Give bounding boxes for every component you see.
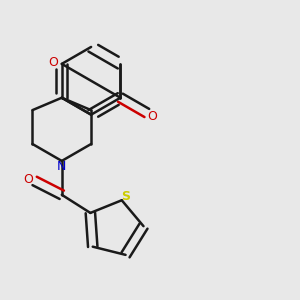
Text: O: O bbox=[148, 110, 158, 123]
Text: O: O bbox=[23, 173, 33, 186]
Text: S: S bbox=[121, 190, 130, 203]
Text: O: O bbox=[48, 56, 58, 69]
Text: N: N bbox=[57, 160, 67, 173]
